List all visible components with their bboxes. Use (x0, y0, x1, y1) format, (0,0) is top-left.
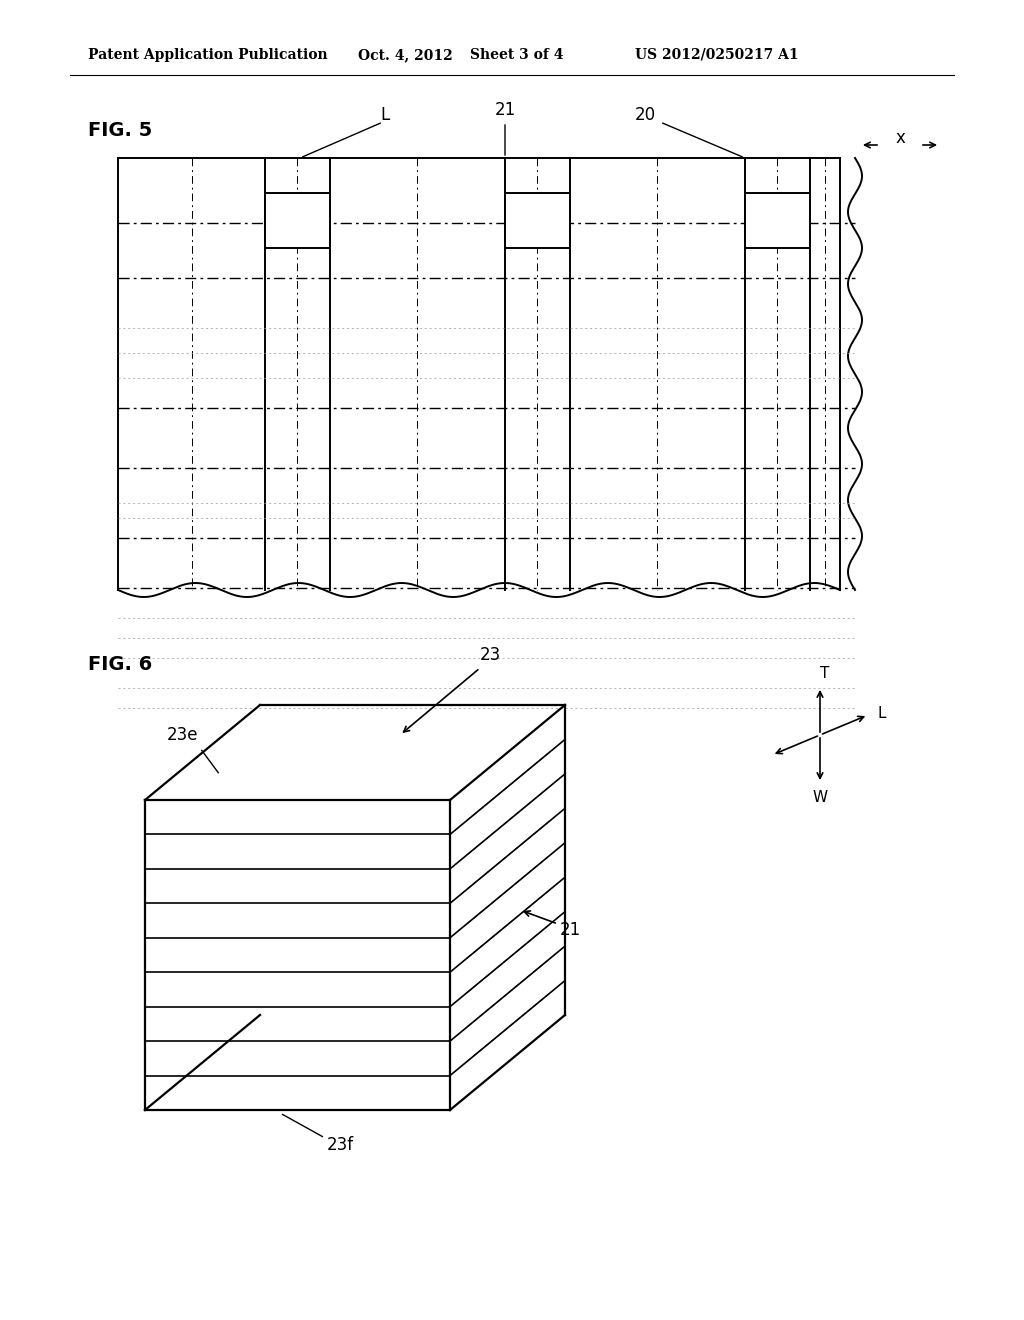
Bar (265, 193, 330, 248)
Text: Oct. 4, 2012: Oct. 4, 2012 (358, 48, 453, 62)
Text: W: W (812, 789, 827, 804)
Text: Patent Application Publication: Patent Application Publication (88, 48, 328, 62)
Bar (745, 193, 810, 248)
Text: 23f: 23f (327, 1137, 353, 1154)
Text: 23: 23 (479, 645, 501, 664)
Text: 23e: 23e (166, 726, 198, 744)
Text: 20: 20 (635, 106, 655, 124)
Text: L: L (878, 705, 886, 721)
Text: FIG. 5: FIG. 5 (88, 120, 153, 140)
Text: x: x (895, 129, 905, 147)
Text: FIG. 6: FIG. 6 (88, 656, 153, 675)
Bar (505, 193, 570, 248)
Text: 21: 21 (559, 921, 581, 939)
Text: T: T (820, 667, 829, 681)
Text: Sheet 3 of 4: Sheet 3 of 4 (470, 48, 563, 62)
Text: US 2012/0250217 A1: US 2012/0250217 A1 (635, 48, 799, 62)
Text: 21: 21 (495, 102, 516, 119)
Text: L: L (380, 106, 389, 124)
